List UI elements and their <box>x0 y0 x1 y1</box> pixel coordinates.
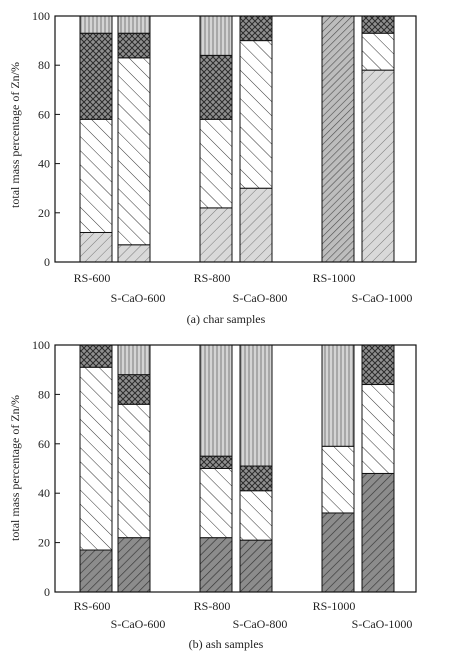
bars <box>79 344 395 593</box>
bar-segment <box>79 344 113 368</box>
bar-segment <box>79 32 113 120</box>
plot-frame <box>54 15 417 263</box>
panel-ash-samples: total mass percentage of Zn/% 0 20 40 60 80 1… <box>8 338 417 651</box>
bar-segment <box>199 468 233 539</box>
bar-segment <box>239 465 273 492</box>
category-label: S-CaO-800 <box>233 617 288 631</box>
bar-segment <box>117 57 151 246</box>
bar-segment <box>199 207 233 263</box>
y-tick-label: 100 <box>32 9 50 23</box>
y-tick-label: 80 <box>38 387 50 401</box>
category-label: S-CaO-600 <box>111 291 166 305</box>
plot-frame <box>54 344 417 593</box>
y-tick-label: 60 <box>38 107 50 121</box>
bar-segment <box>239 40 273 189</box>
y-ticks: 0 20 40 60 80 100 <box>32 338 60 599</box>
bar-segment <box>239 490 273 541</box>
y-tick-label: 80 <box>38 58 50 72</box>
category-label: S-CaO-1000 <box>352 617 413 631</box>
bar-segment <box>117 244 151 263</box>
y-axis-label: total mass percentage of Zn/% <box>8 62 22 208</box>
bar-segment <box>117 537 151 593</box>
bar-segment <box>199 344 233 457</box>
bar-segment <box>117 15 151 34</box>
bar-segment <box>239 15 273 42</box>
bar-segment <box>239 187 273 263</box>
category-label: S-CaO-1000 <box>352 291 413 305</box>
bar-segment <box>79 118 113 233</box>
y-tick-label: 0 <box>44 585 50 599</box>
caption: (a) char samples <box>187 312 266 326</box>
bar-segment <box>117 32 151 59</box>
bar-segment <box>199 54 233 120</box>
category-label: RS-600 <box>74 599 111 613</box>
y-tick-label: 20 <box>38 536 50 550</box>
y-axis-label: total mass percentage of Zn/% <box>8 395 22 541</box>
bar-segment <box>321 512 355 593</box>
bar-segment <box>321 445 355 514</box>
y-tick-label: 40 <box>38 157 50 171</box>
bar-segment <box>239 344 273 467</box>
bar-segment <box>361 32 395 71</box>
y-ticks: 0 20 40 60 80 100 <box>32 9 60 269</box>
bar-segment <box>361 69 395 263</box>
category-label: RS-1000 <box>313 271 356 285</box>
bar-segment <box>199 15 233 56</box>
category-label: RS-600 <box>74 271 111 285</box>
bar-segment <box>361 472 395 593</box>
bar-segment <box>199 537 233 593</box>
y-tick-label: 0 <box>44 255 50 269</box>
bar-segment <box>199 118 233 209</box>
bar-segment <box>117 344 151 376</box>
category-label: S-CaO-600 <box>111 617 166 631</box>
bar-segment <box>79 231 113 263</box>
caption: (b) ash samples <box>189 637 264 651</box>
category-label: RS-800 <box>194 599 231 613</box>
bar-segment <box>239 539 273 593</box>
y-tick-label: 60 <box>38 437 50 451</box>
category-label: RS-1000 <box>313 599 356 613</box>
bar-segment <box>117 403 151 539</box>
y-tick-label: 40 <box>38 486 50 500</box>
bar-segment <box>361 344 395 386</box>
bar-segment <box>79 549 113 593</box>
bar-segment <box>199 455 233 469</box>
bar-segment <box>361 15 395 34</box>
bar-segment <box>79 15 113 34</box>
category-label: RS-800 <box>194 271 231 285</box>
bar-segment <box>321 15 355 263</box>
panel-char-samples: total mass percentage of Zn/% 0 20 40 60 80 1… <box>8 9 417 326</box>
bar-segment <box>321 344 355 447</box>
y-tick-label: 100 <box>32 338 50 352</box>
y-tick-label: 20 <box>38 206 50 220</box>
category-label: S-CaO-800 <box>233 291 288 305</box>
bar-segment <box>117 374 151 405</box>
bar-segment <box>361 384 395 474</box>
bar-segment <box>79 366 113 551</box>
bars <box>79 15 395 263</box>
